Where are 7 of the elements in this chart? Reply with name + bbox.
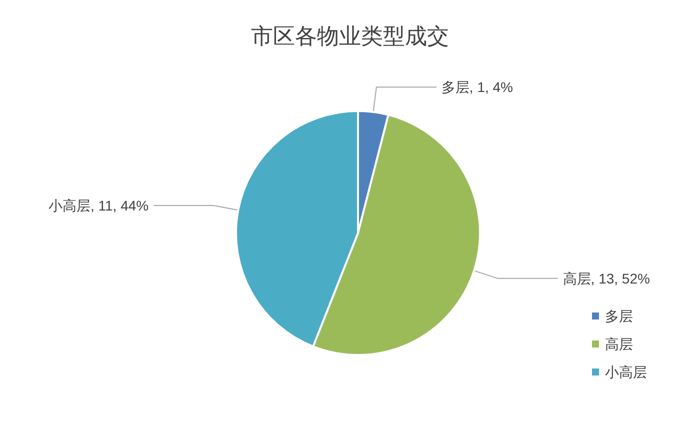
data-label: 多层, 1, 4%: [441, 79, 514, 96]
legend-label: 多层: [605, 308, 633, 324]
data-label: 高层, 13, 52%: [562, 270, 650, 286]
data-label: 小高层, 11, 44%: [48, 197, 149, 214]
legend-label: 高层: [605, 336, 633, 352]
legend-label: 小高层: [605, 364, 647, 380]
chart-title: 市区各物业类型成交: [251, 24, 449, 48]
